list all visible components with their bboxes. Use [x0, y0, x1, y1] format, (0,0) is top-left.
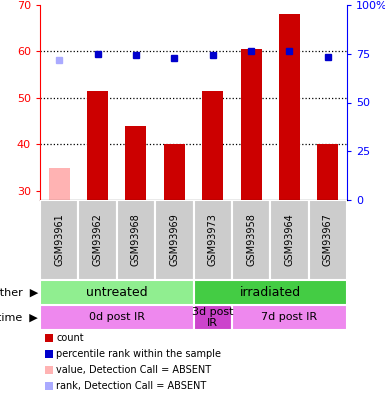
Text: other  ▶: other ▶	[0, 288, 38, 298]
Bar	[117, 200, 155, 280]
Text: irradiated: irradiated	[240, 286, 301, 299]
Bar	[241, 49, 262, 200]
Text: rank, Detection Call = ABSENT: rank, Detection Call = ABSENT	[56, 381, 206, 391]
Text: percentile rank within the sample: percentile rank within the sample	[56, 349, 221, 359]
Text: 7d post IR: 7d post IR	[261, 313, 318, 322]
Bar	[232, 305, 347, 330]
Text: untreated: untreated	[86, 286, 147, 299]
Bar	[40, 200, 79, 280]
Bar	[155, 200, 194, 280]
Text: GSM93964: GSM93964	[285, 213, 295, 266]
Bar	[49, 168, 70, 200]
Bar	[126, 126, 146, 200]
Bar	[202, 91, 223, 200]
Text: 0d post IR: 0d post IR	[89, 313, 145, 322]
Text: GSM93962: GSM93962	[92, 213, 102, 266]
Bar	[164, 144, 185, 200]
Text: GSM93968: GSM93968	[131, 213, 141, 266]
Text: GSM93973: GSM93973	[208, 213, 218, 266]
Bar	[194, 305, 232, 330]
Bar	[40, 305, 194, 330]
Bar	[40, 280, 194, 305]
Text: GSM93958: GSM93958	[246, 213, 256, 266]
Bar	[317, 144, 338, 200]
Bar	[79, 200, 117, 280]
Bar	[270, 200, 309, 280]
Bar	[194, 200, 232, 280]
Text: GSM93969: GSM93969	[169, 213, 179, 266]
Text: count: count	[56, 333, 84, 343]
Bar	[232, 200, 270, 280]
Bar	[279, 14, 300, 200]
Bar	[87, 91, 108, 200]
Text: value, Detection Call = ABSENT: value, Detection Call = ABSENT	[56, 365, 211, 375]
Text: GSM93961: GSM93961	[54, 213, 64, 266]
Bar	[194, 280, 347, 305]
Bar	[309, 200, 347, 280]
Text: time  ▶: time ▶	[0, 313, 38, 322]
Text: GSM93967: GSM93967	[323, 213, 333, 266]
Text: 3d post
IR: 3d post IR	[192, 307, 233, 328]
